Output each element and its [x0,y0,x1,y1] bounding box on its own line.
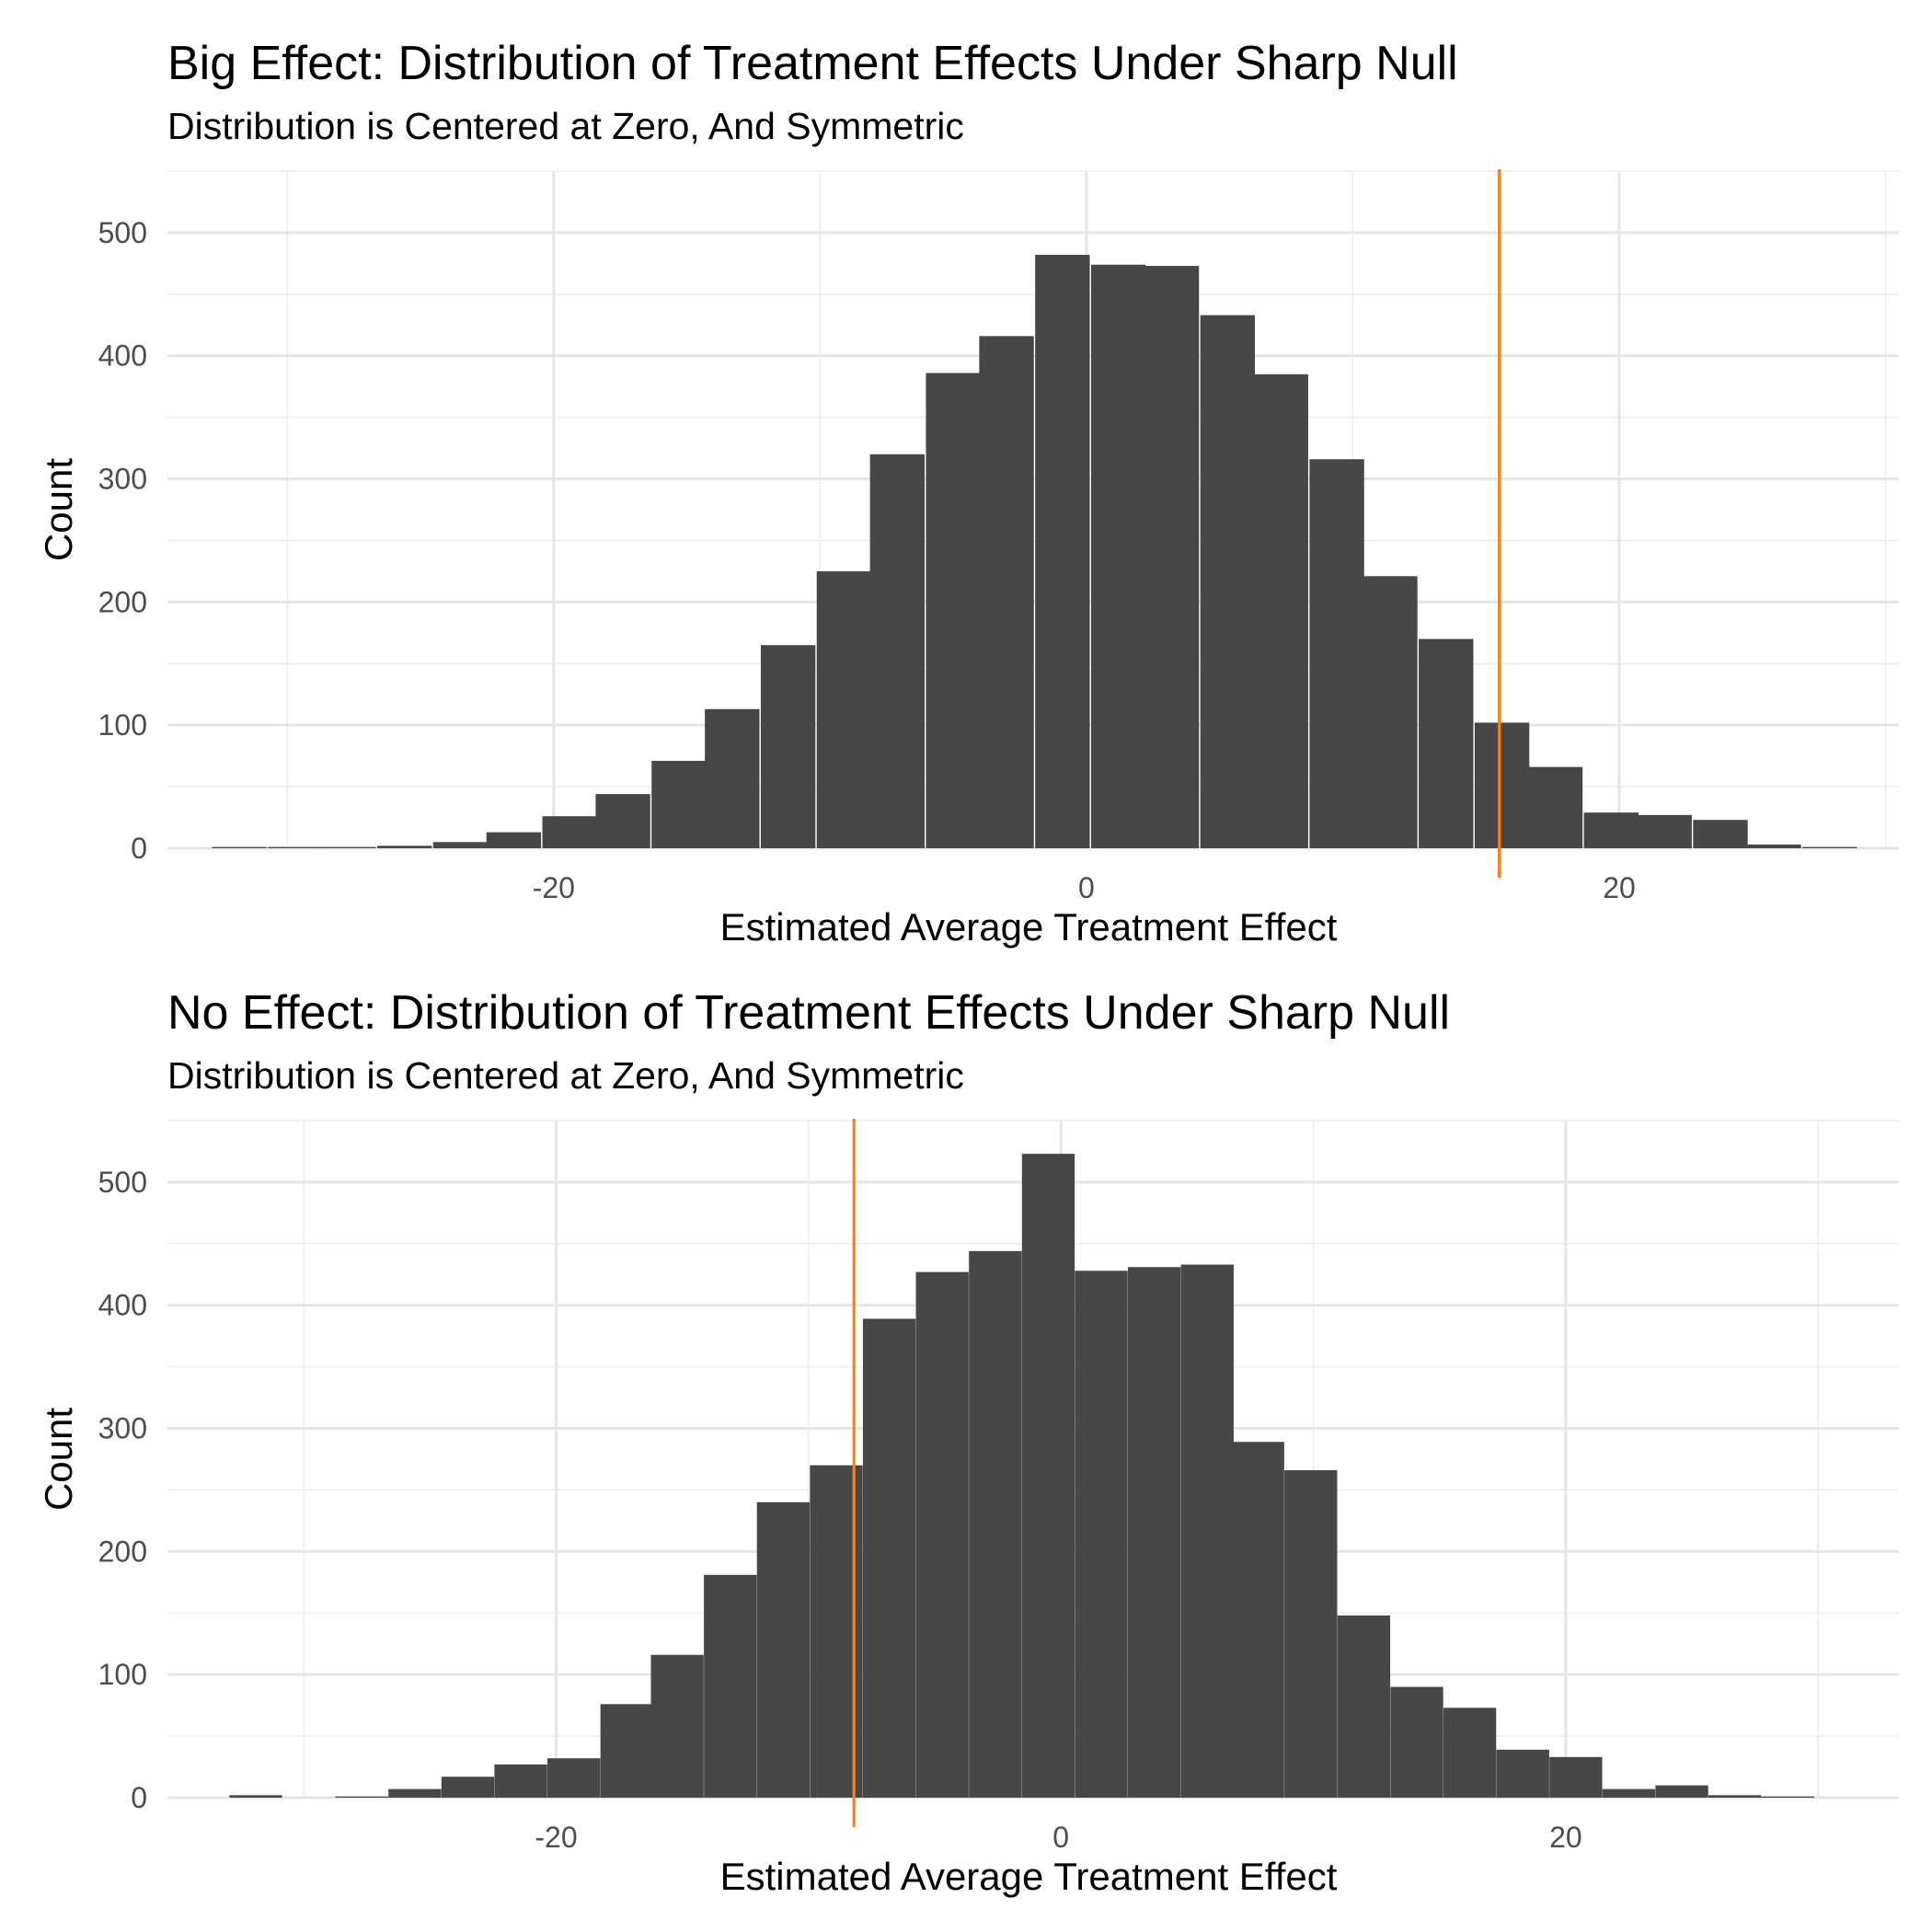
histogram-bar [1693,820,1748,848]
histogram-bar [869,454,926,848]
histogram-bar [1231,1442,1284,1798]
chart-panel-no-effect: No Effect: Distribution of Treatment Eff… [0,949,1932,1906]
histogram-bar [1708,1795,1762,1798]
histogram-bar [441,1777,495,1798]
histogram-bar [432,842,489,848]
histogram-bar [388,1788,442,1798]
histogram-bar [915,1271,969,1798]
y-tick-label: 200 [98,1535,147,1568]
y-tick-label: 300 [98,463,147,496]
histogram-bar [969,1250,1022,1798]
y-tick-label: 100 [98,708,147,742]
x-tick-label: 0 [1052,1821,1069,1854]
y-axis-label: Count [37,1408,80,1511]
histogram-bar [1128,1267,1181,1798]
x-tick-label: 20 [1549,1821,1582,1854]
histogram-bar [1035,254,1090,849]
histogram-bar [651,760,707,848]
chart-title: No Effect: Distribution of Treatment Eff… [167,986,1450,1040]
histogram-bar [1583,812,1639,848]
y-tick-label: 0 [131,832,147,865]
histogram-bar [1419,638,1474,848]
y-tick-label: 200 [98,585,147,618]
histogram-bar [705,708,760,848]
histogram-bar [335,1796,388,1798]
chart-subtitle: Distribution is Centered at Zero, And Sy… [167,105,964,147]
chart-title: Big Effect: Distribution of Treatment Ef… [167,37,1458,90]
histogram-bar [595,794,650,848]
histogram-bar [486,832,542,848]
y-tick-label: 400 [98,339,147,373]
histogram-bar [1309,459,1364,848]
histogram-bar [494,1764,547,1798]
histogram-bar [542,816,597,848]
histogram-bar [1144,266,1200,848]
histogram-bar [1496,1749,1549,1798]
histogram-bar [1337,1615,1391,1798]
histogram-bar [1363,576,1418,848]
x-tick-label: -20 [535,1821,577,1854]
histogram-bar [1746,844,1801,848]
histogram-bar [547,1758,601,1798]
histogram-bar [1602,1788,1656,1798]
histogram-bar [1802,846,1857,848]
x-axis-label: Estimated Average Treatment Effect [720,1855,1338,1898]
chart-subtitle: Distribution is Centered at Zero, And Sy… [167,1054,964,1097]
histogram-bar [756,1501,811,1798]
histogram-bar [1284,1470,1338,1798]
histogram-bar [760,645,816,848]
histogram-bars [212,254,1857,849]
histogram-bar [650,1654,704,1798]
y-tick-label: 400 [98,1289,147,1322]
histogram-bar [1200,315,1256,848]
histogram-bar [600,1704,653,1798]
x-axis-label: Estimated Average Treatment Effect [720,905,1338,949]
histogram-bar [1549,1756,1603,1798]
chart-panel-big-effect: Big Effect: Distribution of Treatment Ef… [0,0,1932,957]
histogram-bar [1253,374,1308,848]
histogram-bar [377,845,432,848]
y-tick-label: 100 [98,1658,147,1691]
histogram-bar [1474,722,1530,848]
histogram-bar [816,570,872,848]
x-tick-labels: -20 0 20 [535,1821,1581,1854]
histogram-bar [212,846,267,848]
histogram-bar [1390,1686,1443,1798]
y-tick-label: 500 [98,1166,147,1199]
histogram-bar [926,373,981,849]
histogram-bar [1527,766,1583,848]
y-tick-label: 300 [98,1412,147,1445]
y-tick-labels: 0 100 200 300 400 500 [98,1166,147,1814]
histogram-bar [1443,1708,1497,1798]
histogram-bar [1655,1785,1708,1798]
y-tick-labels: 0 100 200 300 400 500 [98,216,147,865]
histogram-bar [268,846,323,848]
histogram-bars [229,1154,1814,1798]
x-tick-label: 20 [1603,871,1636,904]
histogram-bar [1075,1271,1128,1798]
x-tick-labels: -20 0 20 [533,871,1636,904]
histogram-bar [321,846,376,848]
x-tick-label: -20 [533,871,575,904]
histogram-bar [862,1318,916,1798]
x-tick-label: 0 [1078,871,1095,904]
histogram-bar [1180,1264,1234,1798]
histogram-bar [1021,1154,1075,1798]
y-tick-label: 0 [131,1781,147,1814]
chart-svg-no-effect: No Effect: Distribution of Treatment Eff… [37,986,1899,1898]
histogram-bar [1090,264,1146,849]
histogram-bar [704,1574,757,1798]
histogram-bar [229,1795,282,1798]
y-tick-label: 500 [98,216,147,249]
chart-svg-big-effect: Big Effect: Distribution of Treatment Ef… [37,37,1899,949]
histogram-bar [1637,814,1692,848]
histogram-bar [1761,1796,1814,1798]
y-axis-label: Count [37,458,80,561]
histogram-bar [979,336,1034,848]
